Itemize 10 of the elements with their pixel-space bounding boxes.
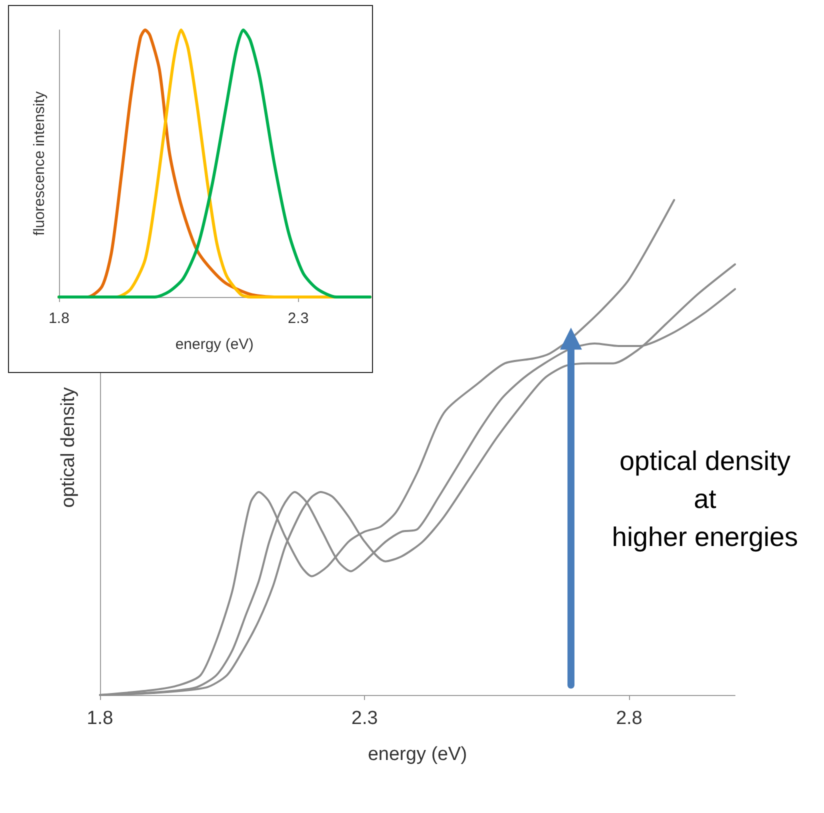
x-axis-title: energy (eV) <box>175 336 254 353</box>
x-tick-label: 2.3 <box>351 708 378 729</box>
x-tick-label: 2.3 <box>288 310 309 327</box>
y-axis-title: fluorescence intensity <box>31 90 48 236</box>
x-tick-label: 2.8 <box>616 708 642 729</box>
x-tick-label: 1.8 <box>48 310 70 327</box>
annotation: optical density at higher energies <box>610 445 800 554</box>
x-axis-title: energy (eV) <box>368 744 468 765</box>
y-axis-title: optical density <box>58 386 79 508</box>
x-tick-label: 1.8 <box>86 708 114 729</box>
